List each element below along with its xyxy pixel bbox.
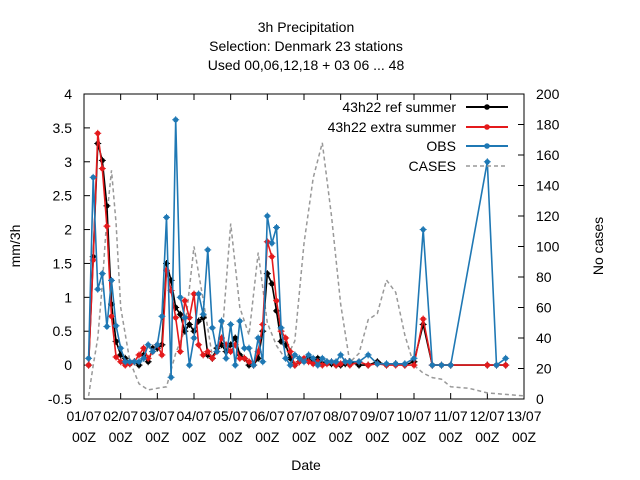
series-2	[85, 116, 510, 381]
x-tick-label: 00Z	[72, 429, 97, 445]
x-tick-label: 13/07	[506, 408, 541, 424]
y-axis-label: mm/3h	[7, 225, 23, 268]
axes: -0.500.511.522.533.540204060801001201401…	[48, 86, 560, 445]
legend-label: OBS	[426, 138, 456, 154]
legend: 43h22 ref summer 43h22 extra summer OBS CAS…	[328, 99, 508, 174]
x-tick-label: 00Z	[439, 429, 464, 445]
x-tick-label: 00Z	[182, 429, 207, 445]
x-tick-label: 00Z	[109, 429, 134, 445]
title-line: Selection: Denmark 23 stations	[209, 38, 403, 54]
y2-tick-label: 160	[536, 147, 560, 163]
y-tick-label: 2	[64, 222, 72, 238]
y-tick-label: 3.5	[53, 120, 73, 136]
y2-tick-label: 0	[536, 391, 544, 407]
y-tick-label: 1.5	[53, 255, 73, 271]
y2-tick-label: 40	[536, 330, 552, 346]
y-tick-label: 3	[64, 154, 72, 170]
series-0	[85, 139, 510, 369]
title-line: Used 00,06,12,18 + 03 06 ... 48	[208, 57, 405, 73]
x-tick-label: 07/07	[286, 408, 321, 424]
legend-marker	[484, 143, 490, 149]
y2-tick-label: 20	[536, 361, 552, 377]
y2-tick-label: 200	[536, 86, 560, 102]
x-tick-label: 00Z	[255, 429, 280, 445]
x-tick-label: 00Z	[219, 429, 244, 445]
chart-title: 3h Precipitation Selection: Denmark 23 st…	[208, 19, 405, 73]
x-axis-label: Date	[291, 457, 321, 473]
y2-tick-label: 80	[536, 269, 552, 285]
y-tick-label: 0	[64, 357, 72, 373]
x-tick-label: 11/07	[434, 408, 468, 424]
y-tick-label: 2.5	[53, 188, 73, 204]
x-tick-label: 00Z	[329, 429, 354, 445]
y2-tick-label: 100	[536, 239, 560, 255]
x-tick-label: 03/07	[140, 408, 175, 424]
legend-label: 43h22 ref summer	[342, 99, 456, 115]
y-tick-label: 1	[64, 289, 72, 305]
y-tick-label: -0.5	[48, 391, 72, 407]
y2-tick-label: 60	[536, 300, 552, 316]
x-tick-label: 02/07	[103, 408, 138, 424]
title-line: 3h Precipitation	[258, 19, 355, 35]
y2-axis-label: No cases	[590, 217, 606, 275]
x-tick-label: 00Z	[402, 429, 427, 445]
x-tick-label: 04/07	[176, 408, 211, 424]
legend-label: CASES	[409, 158, 456, 174]
x-tick-label: 06/07	[250, 408, 285, 424]
y2-tick-label: 180	[536, 117, 560, 133]
y-tick-label: 0.5	[53, 323, 73, 339]
x-tick-label: 00Z	[292, 429, 317, 445]
series-line	[87, 143, 506, 367]
x-tick-label: 10/07	[396, 408, 431, 424]
x-tick-label: 00Z	[475, 429, 500, 445]
x-tick-label: 00Z	[365, 429, 390, 445]
plot-frame	[83, 93, 525, 400]
x-tick-label: 01/07	[66, 408, 101, 424]
y2-tick-label: 120	[536, 208, 560, 224]
x-tick-label: 05/07	[213, 408, 248, 424]
y-tick-label: 4	[64, 86, 72, 102]
x-tick-label: 12/07	[470, 408, 505, 424]
x-tick-label: 00Z	[512, 429, 537, 445]
x-tick-label: 08/07	[323, 408, 358, 424]
legend-marker	[484, 124, 490, 130]
legend-label: 43h22 extra summer	[328, 119, 457, 135]
x-tick-label: 09/07	[360, 408, 395, 424]
y2-tick-label: 140	[536, 178, 560, 194]
series-group	[85, 116, 525, 397]
x-tick-label: 00Z	[145, 429, 170, 445]
legend-marker	[484, 104, 490, 110]
